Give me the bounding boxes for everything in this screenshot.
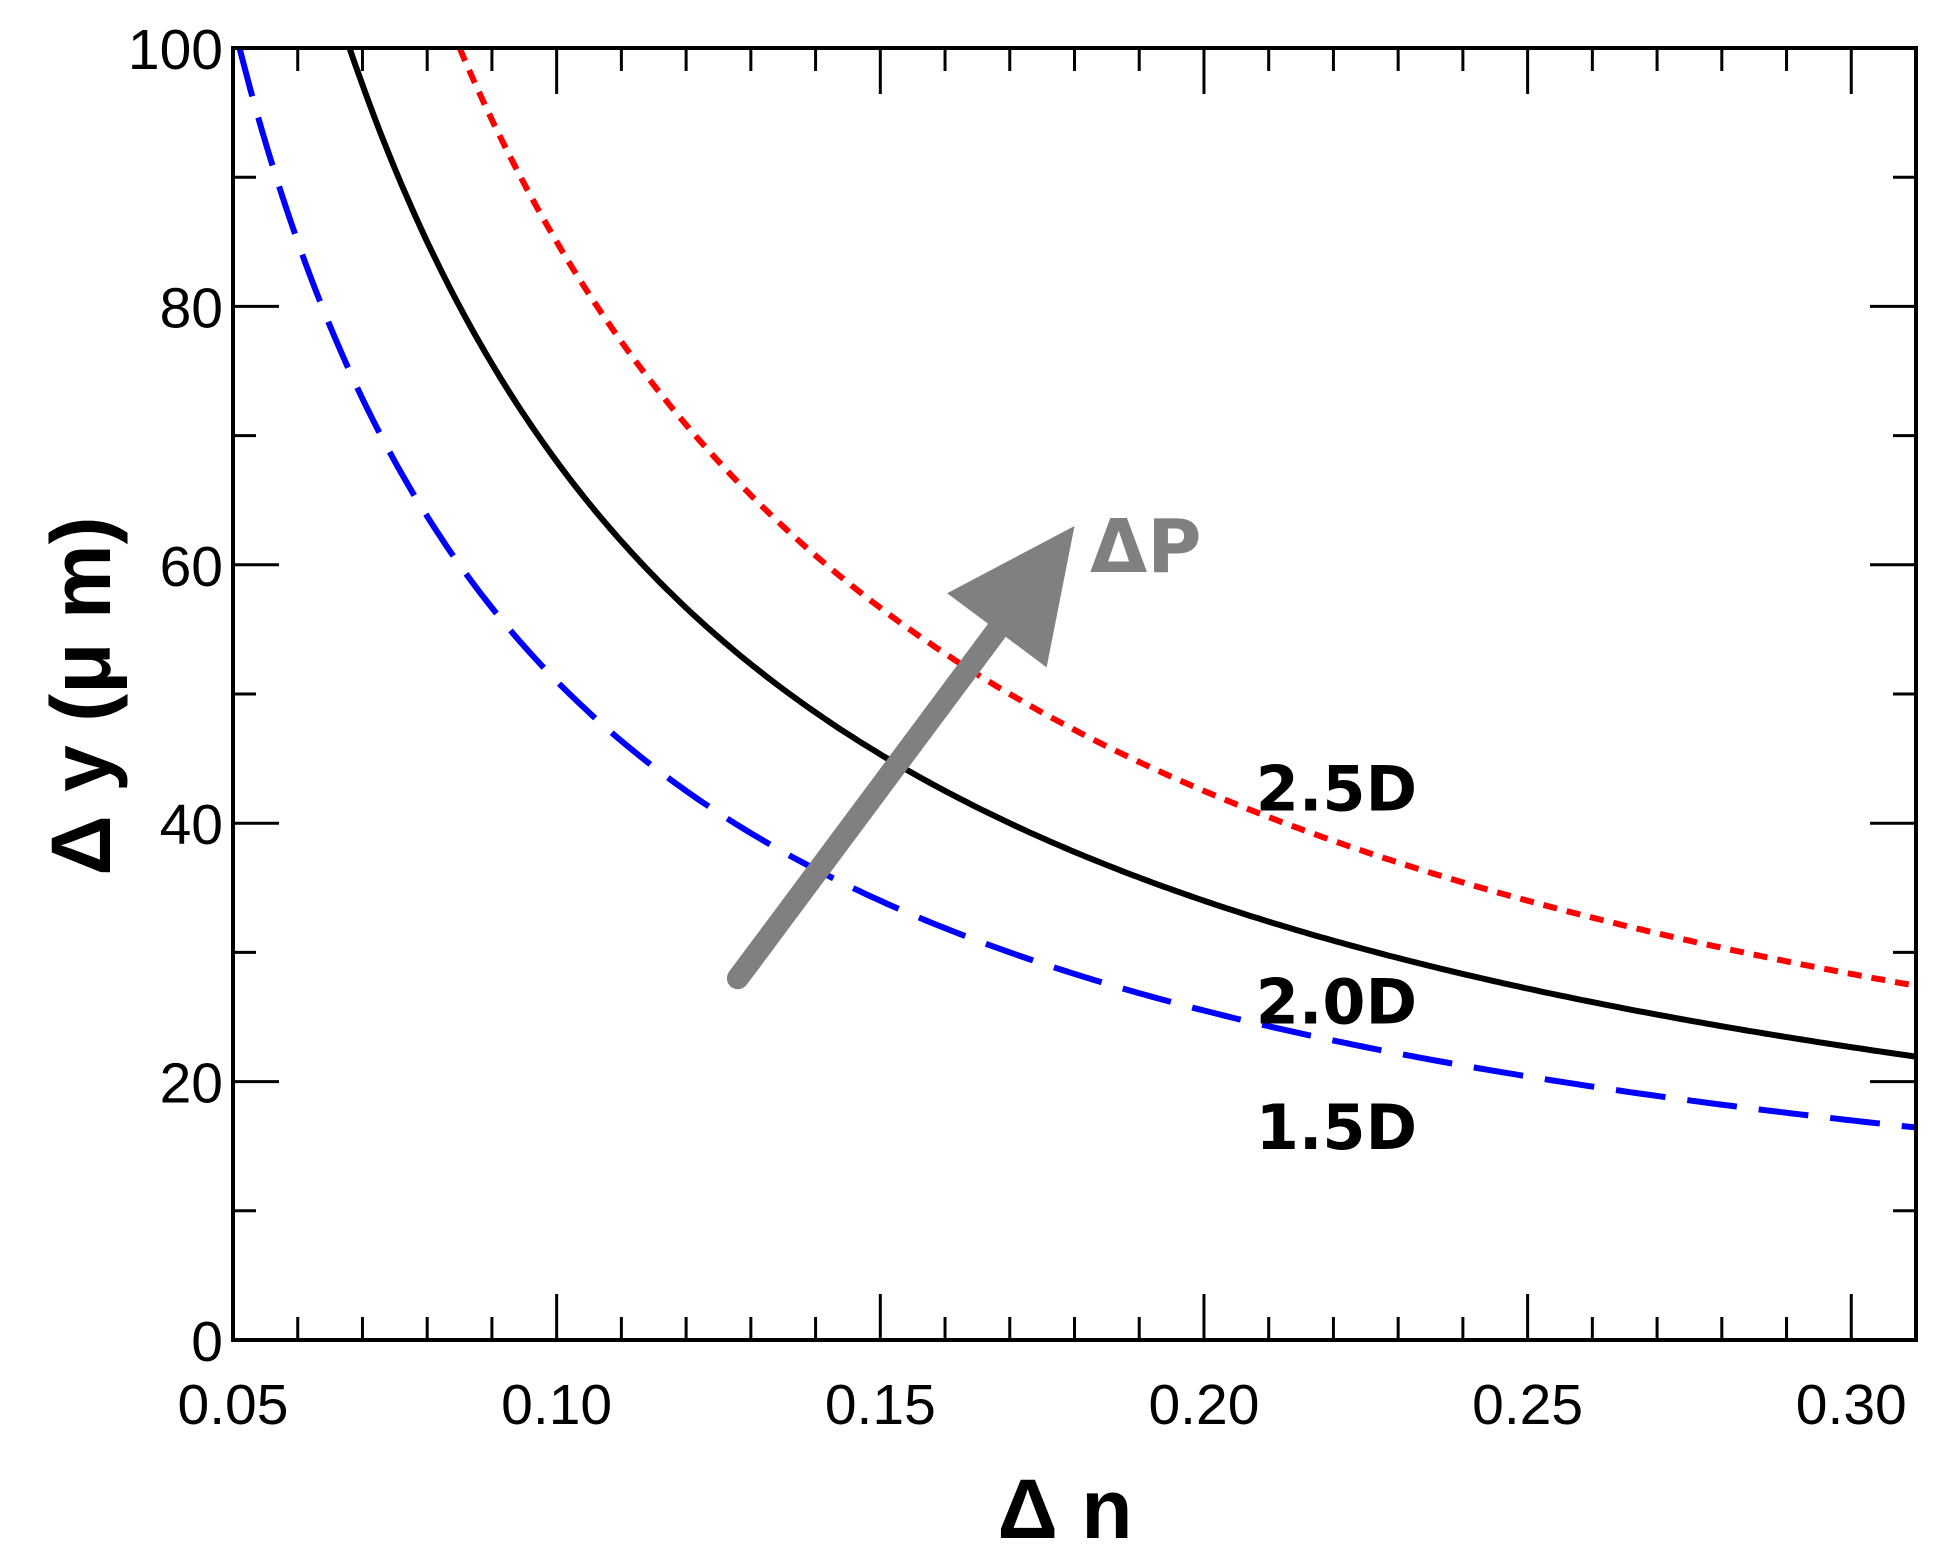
y-tick-labels: 0 20 40 60 80 100 bbox=[128, 18, 223, 1374]
x-tick-label: 0.15 bbox=[825, 1373, 936, 1437]
arrow-shaft bbox=[726, 611, 1014, 990]
tick-marks bbox=[231, 46, 1918, 1342]
curves bbox=[236, 46, 1917, 1131]
plot-frame bbox=[231, 46, 1918, 1342]
x-tick-label: 0.25 bbox=[1472, 1373, 1583, 1437]
y-tick-label: 60 bbox=[160, 535, 223, 599]
y-tick-label: 40 bbox=[160, 793, 223, 857]
arrow-head bbox=[947, 526, 1075, 668]
y-tick-label: 100 bbox=[128, 18, 223, 82]
curve-label-1-5d: 1.5D bbox=[1256, 1091, 1417, 1164]
x-tick-labels: 0.05 0.10 0.15 0.20 0.25 0.30 bbox=[178, 1373, 1907, 1437]
y-tick-label: 0 bbox=[191, 1310, 223, 1374]
curve-label-2-0d: 2.0D bbox=[1256, 965, 1417, 1038]
x-tick-label: 0.20 bbox=[1148, 1373, 1259, 1437]
x-tick-label: 0.05 bbox=[178, 1373, 289, 1437]
y-tick-label: 80 bbox=[160, 276, 223, 340]
x-tick-label: 0.10 bbox=[501, 1373, 612, 1437]
curve-label-2-5d: 2.5D bbox=[1256, 752, 1417, 825]
y-axis-title: Δ y (μ m) bbox=[34, 516, 128, 875]
curve-2-0d bbox=[346, 47, 1917, 1060]
x-tick-label: 0.30 bbox=[1796, 1373, 1907, 1437]
delta-p-label: ΔP bbox=[1090, 504, 1202, 590]
curve-1-5d bbox=[236, 47, 1917, 1131]
delta-p-arrow bbox=[726, 526, 1075, 990]
curve-2-5d bbox=[456, 46, 1917, 989]
y-tick-label: 20 bbox=[160, 1052, 223, 1116]
x-axis-title: Δ n bbox=[997, 1462, 1132, 1556]
